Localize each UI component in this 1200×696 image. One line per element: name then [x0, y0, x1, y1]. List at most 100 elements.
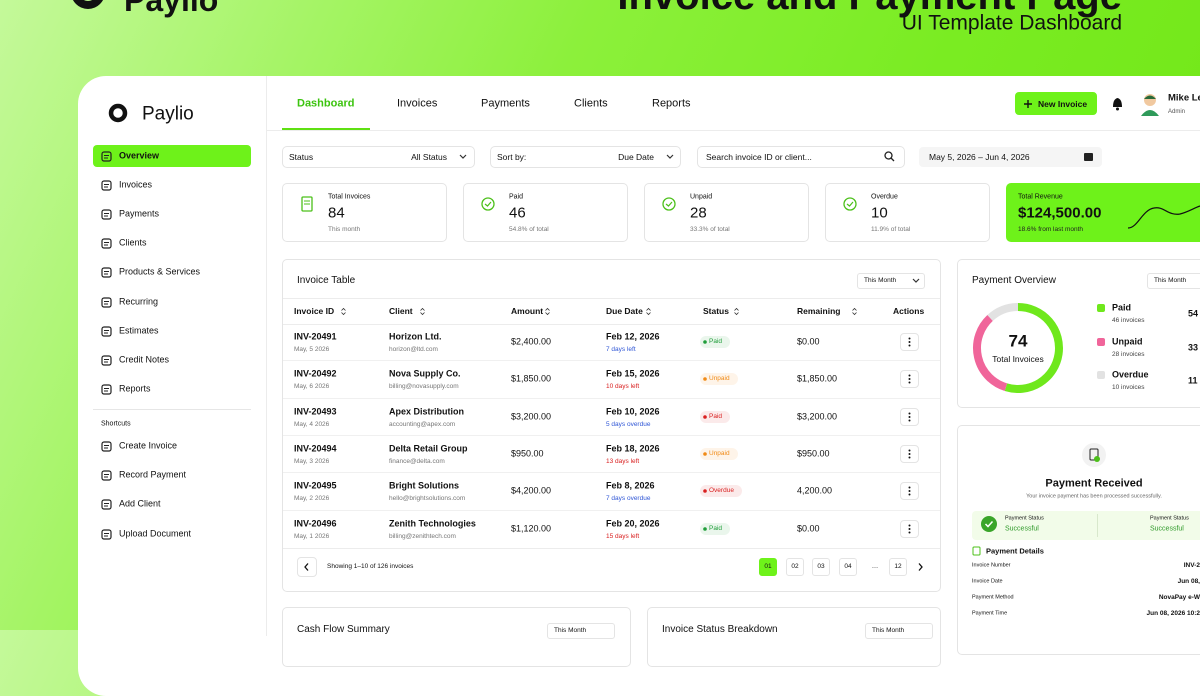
received-card — [957, 425, 1200, 655]
status-value: Successful — [1150, 525, 1184, 533]
page-button[interactable] — [812, 558, 830, 576]
search-icon — [884, 151, 895, 162]
nav-tab[interactable]: Invoices — [397, 97, 438, 110]
row-rule — [283, 434, 940, 436]
invoice-id: INV-20493 — [294, 406, 337, 417]
page-button[interactable] — [839, 558, 857, 576]
icon — [101, 209, 112, 220]
client-email: accounting@apex.com — [389, 420, 456, 428]
icon — [101, 267, 112, 278]
pagination-summary: Showing 1–10 of 126 invoices — [327, 562, 414, 570]
filter-value: This Month — [864, 276, 897, 284]
due-note: 7 days overdue — [606, 494, 651, 502]
chevron — [459, 154, 467, 159]
sort-icon — [852, 307, 857, 316]
kebab-icon — [908, 524, 911, 533]
button-label: New Invoice — [1038, 98, 1088, 109]
overview-title: Payment Overview — [972, 275, 1056, 286]
client-email: finance@delta.com — [389, 457, 445, 465]
nav-item[interactable]: Invoices — [119, 179, 153, 190]
due-note: 13 days left — [606, 457, 640, 465]
shortcut-item[interactable]: Create Invoice — [119, 440, 178, 451]
client-name: Bright Solutions — [389, 480, 459, 491]
invoice-id: INV-20496 — [294, 518, 337, 528]
icon — [101, 326, 112, 337]
shortcut-item[interactable]: Record Payment — [119, 469, 187, 480]
page-number: 01 — [764, 562, 772, 570]
icon — [101, 384, 112, 395]
icon — [101, 528, 112, 540]
due-note: 15 days left — [606, 532, 640, 540]
legend-name: Paid — [1112, 302, 1132, 313]
stat-value: 46 — [509, 204, 526, 222]
details-icon — [972, 546, 981, 556]
invoice-date: May, 6 2026 — [294, 383, 330, 391]
nav-tab[interactable]: Clients — [574, 97, 608, 110]
status: Overdue — [709, 486, 734, 494]
shortcut-item[interactable]: Upload Document — [119, 528, 192, 539]
stat-label: Overdue — [871, 193, 898, 201]
nav-item[interactable]: Credit Notes — [119, 354, 170, 365]
stat-label: Unpaid — [690, 193, 713, 201]
stat-note: 33.3% of total — [690, 225, 730, 233]
nav-item[interactable]: Reports — [119, 383, 151, 394]
nav-tab[interactable]: Dashboard — [297, 97, 355, 110]
bell-icon — [1113, 98, 1122, 111]
sort-filter[interactable] — [490, 146, 681, 168]
overview-filter[interactable] — [1147, 273, 1200, 289]
nav-item[interactable]: Estimates — [119, 325, 159, 336]
filter-label: Status — [289, 151, 314, 162]
legend-name: Unpaid — [1112, 336, 1143, 347]
revenue-sparkline — [1127, 205, 1200, 229]
amount: $1,850.00 — [511, 373, 552, 384]
icon — [101, 180, 112, 191]
brand-logo — [108, 103, 128, 123]
row-rule — [283, 397, 940, 399]
search-box[interactable] — [697, 146, 905, 168]
nav-item[interactable]: Payments — [119, 208, 160, 219]
prev-button[interactable] — [297, 557, 317, 577]
client-name: Horizon Ltd. — [389, 331, 442, 342]
client-name: Zenith Technologies — [389, 518, 476, 528]
status-filter[interactable] — [282, 146, 475, 168]
kebab-icon — [908, 337, 911, 347]
tab-underline — [282, 128, 370, 130]
sort-icon — [646, 307, 651, 316]
column-header: Actions — [893, 305, 925, 316]
client-email: billing@zenithtech.com — [389, 532, 456, 540]
sort-icon — [734, 307, 739, 316]
nav-tab[interactable]: Payments — [481, 97, 530, 110]
page-button[interactable] — [786, 558, 804, 576]
date-range[interactable] — [918, 146, 1103, 168]
hero-title: Invoice and Payment Page — [617, 0, 1122, 16]
column-header: Remaining — [797, 305, 841, 316]
donut-segment — [973, 315, 1008, 391]
stat-value: 84 — [328, 204, 345, 222]
nav-item[interactable]: Clients — [119, 237, 147, 248]
nav-item[interactable]: Products & Services — [119, 266, 201, 277]
invoice-date: May, 3 2026 — [294, 457, 330, 465]
kebab-icon — [908, 486, 911, 496]
due-date: Feb 20, 2026 — [606, 518, 660, 528]
page-button[interactable] — [759, 558, 777, 576]
shortcut-item[interactable]: Add Client — [119, 498, 161, 509]
filter-value: This Month — [1154, 276, 1187, 284]
stat-label: Total Invoices — [328, 193, 371, 201]
due-date: Feb 10, 2026 — [606, 406, 660, 417]
nav-item[interactable]: Recurring — [119, 296, 159, 307]
search-placeholder: Search invoice ID or client... — [706, 151, 812, 162]
donut-total: 74 — [1008, 331, 1028, 351]
table-filter[interactable] — [857, 273, 925, 289]
sidebar-brand: Paylio — [142, 103, 194, 125]
page-number: … — [871, 562, 879, 570]
status: Unpaid — [709, 375, 730, 383]
nav-item[interactable]: Overview — [119, 150, 160, 161]
plus-icon — [1024, 100, 1032, 108]
sort-icon — [420, 307, 425, 316]
avatar — [1141, 94, 1159, 116]
nav-tab[interactable]: Reports — [652, 97, 691, 110]
page-button[interactable] — [889, 558, 907, 576]
invoice-id: INV-20495 — [294, 480, 337, 491]
new-invoice-button[interactable] — [1015, 92, 1097, 115]
icon — [101, 499, 112, 510]
